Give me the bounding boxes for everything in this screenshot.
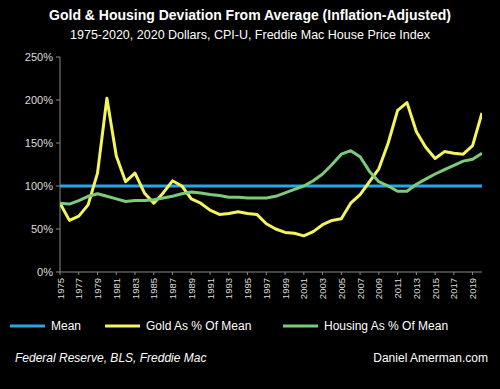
x-tick bbox=[397, 272, 398, 275]
x-tick-label: 2005 bbox=[336, 278, 347, 299]
y-axis bbox=[60, 57, 61, 272]
subtitle: 1975-2020, 2020 Dollars, CPI-U, Freddie … bbox=[70, 28, 431, 42]
x-tick-label: 2003 bbox=[317, 278, 328, 299]
x-tick bbox=[153, 272, 154, 275]
y-tick-label: 200% bbox=[25, 94, 53, 106]
source-note: Federal Reserve, BLS, Freddie Mac bbox=[15, 351, 206, 365]
y-tick-label: 100% bbox=[25, 180, 53, 192]
x-tick bbox=[472, 272, 473, 275]
x-tick bbox=[378, 272, 379, 275]
x-tick bbox=[116, 272, 117, 275]
series-line bbox=[60, 151, 482, 204]
y-tick-label: 0% bbox=[37, 266, 53, 278]
y-tick bbox=[56, 272, 60, 273]
x-tick-label: 2017 bbox=[448, 278, 459, 299]
x-tick bbox=[416, 272, 417, 275]
x-tick bbox=[453, 272, 454, 275]
x-tick-label: 2015 bbox=[430, 278, 441, 299]
x-tick bbox=[341, 272, 342, 275]
background bbox=[0, 0, 500, 389]
x-tick bbox=[135, 272, 136, 275]
y-tick bbox=[56, 229, 60, 230]
y-tick bbox=[56, 57, 60, 58]
x-tick bbox=[303, 272, 304, 275]
x-tick-label: 2011 bbox=[392, 278, 403, 298]
x-tick-label: 1999 bbox=[280, 278, 291, 299]
x-tick bbox=[266, 272, 267, 275]
x-tick-label: 1981 bbox=[111, 278, 122, 299]
y-tick-label: 50% bbox=[31, 223, 53, 235]
x-tick bbox=[285, 272, 286, 275]
x-tick-label: 1983 bbox=[130, 278, 141, 299]
x-tick-label: 1989 bbox=[186, 278, 197, 299]
x-tick-label: 1995 bbox=[242, 278, 253, 299]
x-tick-label: 1997 bbox=[261, 278, 272, 299]
x-tick-label: 2013 bbox=[411, 278, 422, 299]
legend-swatch bbox=[283, 325, 318, 328]
x-tick-label: 2009 bbox=[373, 278, 384, 299]
x-tick-label: 1985 bbox=[148, 278, 159, 299]
x-tick-label: 2019 bbox=[467, 278, 478, 299]
x-tick-label: 2001 bbox=[298, 278, 309, 299]
legend-label: Gold As % Of Mean bbox=[146, 319, 251, 333]
y-tick-label: 250% bbox=[25, 51, 53, 63]
x-tick-label: 1975 bbox=[55, 278, 66, 299]
y-tick bbox=[56, 143, 60, 144]
x-tick-label: 1979 bbox=[92, 278, 103, 299]
x-tick bbox=[191, 272, 192, 275]
plot-area bbox=[60, 98, 482, 236]
credit-note: Daniel Amerman.com bbox=[373, 351, 488, 365]
x-tick bbox=[322, 272, 323, 275]
x-tick bbox=[78, 272, 79, 275]
x-tick-label: 1993 bbox=[223, 278, 234, 299]
x-axis bbox=[60, 272, 482, 273]
series-line bbox=[60, 98, 482, 236]
legend-label: Mean bbox=[51, 319, 81, 333]
series-line bbox=[60, 185, 482, 188]
x-tick bbox=[228, 272, 229, 275]
x-tick bbox=[172, 272, 173, 275]
legend-label: Housing As % Of Mean bbox=[324, 319, 448, 333]
legend-swatch bbox=[10, 325, 45, 328]
x-tick bbox=[60, 272, 61, 275]
x-tick bbox=[435, 272, 436, 275]
x-tick bbox=[360, 272, 361, 275]
x-tick-label: 1991 bbox=[205, 278, 216, 299]
y-tick bbox=[56, 100, 60, 101]
x-tick bbox=[210, 272, 211, 275]
y-tick-label: 150% bbox=[25, 137, 53, 149]
x-tick-label: 1977 bbox=[73, 278, 84, 299]
legend-swatch bbox=[105, 325, 140, 328]
x-tick bbox=[97, 272, 98, 275]
x-tick-label: 1987 bbox=[167, 278, 178, 299]
title: Gold & Housing Deviation From Average (I… bbox=[49, 7, 451, 23]
x-tick bbox=[247, 272, 248, 275]
chart: Gold & Housing Deviation From Average (I… bbox=[0, 0, 500, 389]
x-tick-label: 2007 bbox=[355, 278, 366, 299]
y-tick bbox=[56, 186, 60, 187]
